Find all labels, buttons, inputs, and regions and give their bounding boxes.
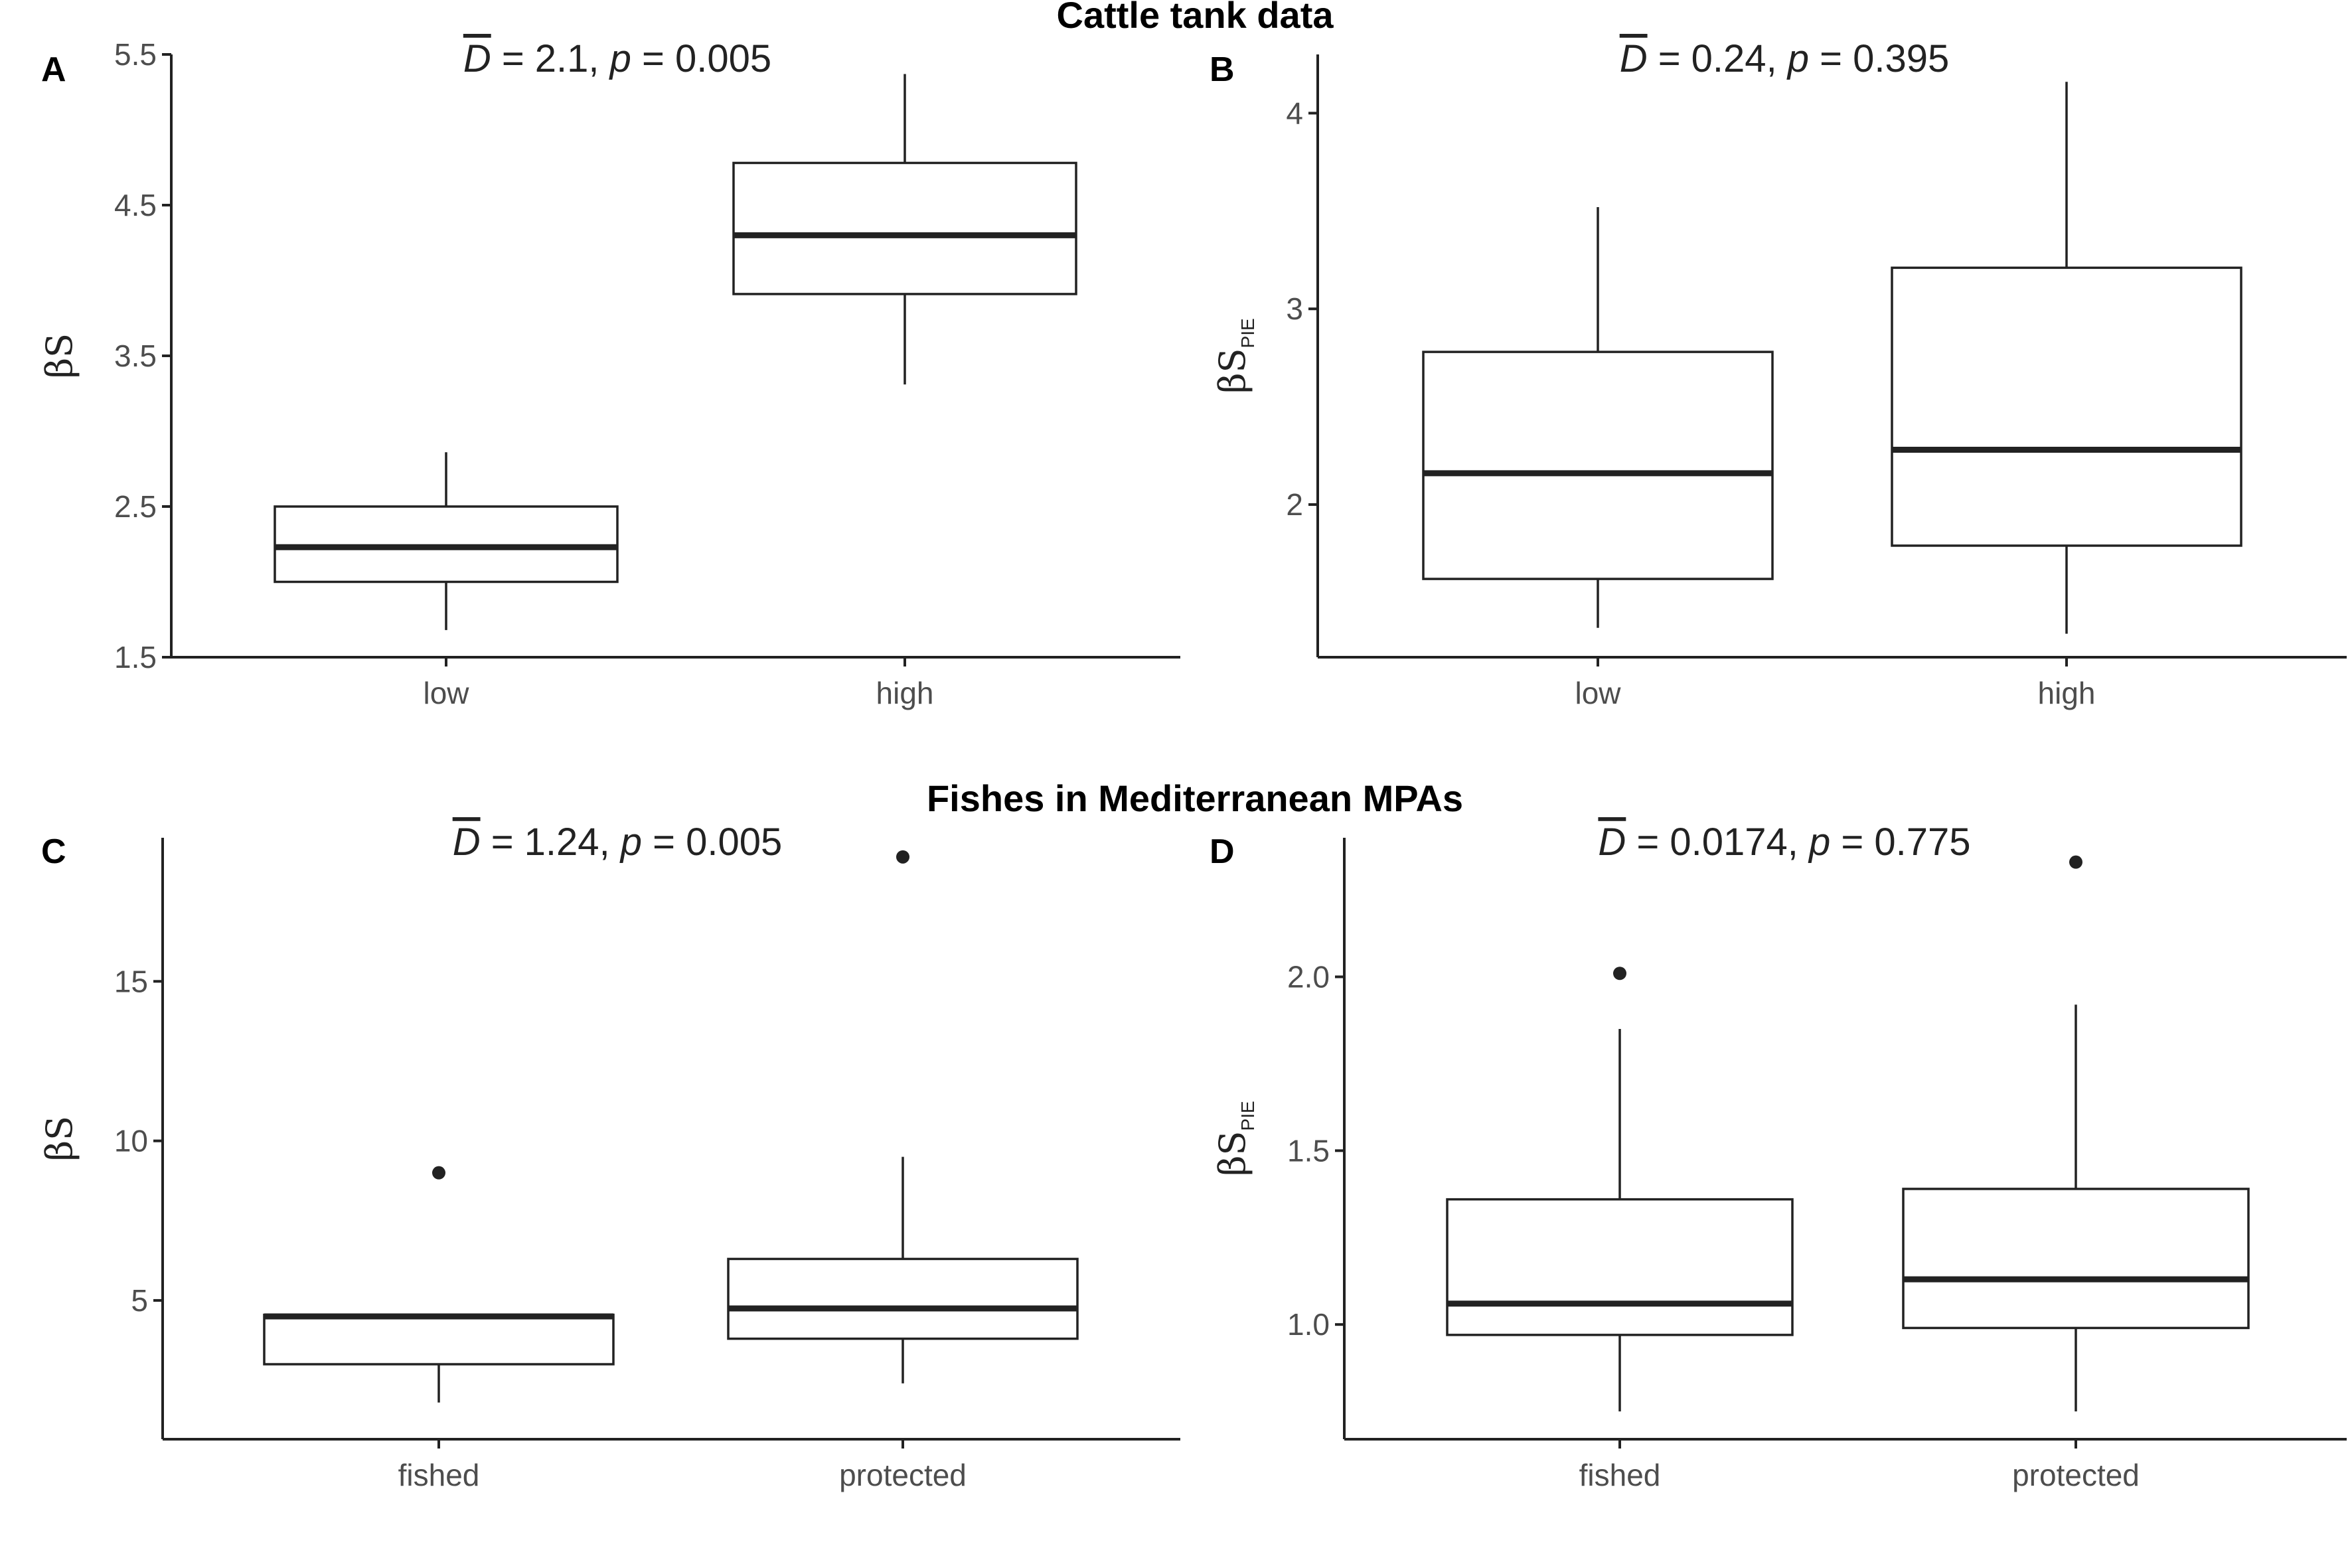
stat-value: = 1.24,: [481, 821, 621, 864]
y-tick-label: 5: [131, 1283, 148, 1318]
p-value: = 0.005: [631, 37, 771, 80]
stat-name: D: [453, 821, 481, 864]
x-tick-label: low: [423, 676, 469, 710]
y-axis-label: βS: [39, 1116, 80, 1161]
y-axis-label-main: βS: [39, 333, 80, 378]
y-tick-label: 2.0: [1287, 959, 1330, 994]
box-iqr: [1902, 1188, 2250, 1330]
p-value: = 0.775: [1830, 821, 1970, 864]
panels: A D = 2.1, p = 0.005 βS 1.5 2.5 3.5 4.5 5.5 low h…: [39, 37, 2347, 1492]
y-axis-label-main: βS: [1212, 1131, 1253, 1176]
y-tick-label: 5.5: [114, 37, 157, 72]
box-low: [274, 452, 619, 631]
x-tick-label: protected: [839, 1458, 967, 1492]
panel-label: C: [41, 832, 66, 871]
x-tick-label: high: [876, 676, 934, 710]
stat-name: D: [1620, 37, 1648, 80]
stat-value: = 2.1,: [491, 37, 610, 80]
stat-value: = 0.0174,: [1626, 821, 1809, 864]
section-title-top: Cattle tank data: [1057, 0, 1334, 36]
p-symbol: p: [1808, 821, 1830, 864]
box-iqr: [263, 1313, 615, 1366]
box-iqr: [1891, 266, 2242, 547]
panel-a: A D = 2.1, p = 0.005 βS 1.5 2.5 3.5 4.5 5.5 low h…: [39, 37, 1180, 710]
box-iqr: [274, 505, 619, 584]
x-tick-label: fished: [1579, 1458, 1661, 1492]
box-low: [1422, 206, 1774, 628]
stat-annotation: D = 0.24, p = 0.395: [1620, 37, 1950, 80]
box-protected: [727, 850, 1079, 1383]
y-tick-label: 3: [1286, 291, 1303, 326]
y-tick-label: 15: [114, 964, 148, 998]
y-axis-label-main: βS: [1212, 348, 1253, 393]
section-title-bottom: Fishes in Mediterranean MPAs: [927, 777, 1463, 819]
p-symbol: p: [619, 821, 642, 864]
panel-c: C D = 1.24, p = 0.005 βS 5 10 15 fished protect…: [39, 821, 1180, 1492]
panel-b: B D = 0.24, p = 0.395 βSPIE 2 3 4 low high: [1210, 37, 2347, 710]
stat-annotation: D = 0.0174, p = 0.775: [1598, 821, 1970, 864]
y-axis-label-sub: PIE: [1237, 1101, 1258, 1131]
box-iqr: [732, 161, 1077, 295]
x-tick-label: low: [1575, 676, 1621, 710]
panel-label: D: [1210, 832, 1235, 871]
outlier-point: [432, 1166, 445, 1180]
x-tick-label: protected: [2012, 1458, 2140, 1492]
y-axis-label-sub: PIE: [1237, 318, 1258, 348]
p-value: = 0.005: [642, 821, 782, 864]
outlier-point: [2069, 855, 2082, 869]
x-tick-label: fished: [398, 1458, 480, 1492]
y-tick-label: 1.5: [114, 640, 157, 674]
p-symbol: p: [1786, 37, 1809, 80]
box-protected: [1902, 855, 2250, 1412]
box-high: [732, 74, 1077, 385]
box-fished: [263, 1166, 615, 1403]
p-symbol: p: [609, 37, 631, 80]
stat-annotation: D = 1.24, p = 0.005: [453, 821, 783, 864]
y-tick-label: 4: [1286, 96, 1303, 130]
panel-label: B: [1210, 50, 1235, 89]
y-tick-label: 10: [114, 1124, 148, 1158]
y-tick-label: 3.5: [114, 339, 157, 373]
box-fished: [1446, 967, 1794, 1412]
box-iqr: [1422, 351, 1774, 580]
stat-name: D: [1598, 821, 1626, 864]
y-tick-label: 4.5: [114, 188, 157, 222]
box-iqr: [1446, 1198, 1794, 1336]
y-axis-label: βSPIE: [1212, 318, 1258, 393]
outlier-point: [1613, 967, 1626, 980]
y-axis-label: βSPIE: [1212, 1101, 1258, 1176]
y-tick-label: 2.5: [114, 489, 157, 524]
y-axis-label: βS: [39, 333, 80, 378]
outlier-point: [896, 850, 909, 864]
y-tick-label: 1.0: [1287, 1307, 1330, 1342]
stat-annotation: D = 2.1, p = 0.005: [463, 37, 771, 80]
panel-label: A: [41, 50, 66, 89]
box-high: [1891, 82, 2242, 634]
p-value: = 0.395: [1809, 37, 1949, 80]
stat-name: D: [463, 37, 491, 80]
y-tick-label: 1.5: [1287, 1133, 1330, 1168]
y-tick-label: 2: [1286, 487, 1303, 522]
x-tick-label: high: [2038, 676, 2096, 710]
y-axis-label-main: βS: [39, 1116, 80, 1161]
box-iqr: [727, 1257, 1079, 1340]
stat-value: = 0.24,: [1648, 37, 1788, 80]
